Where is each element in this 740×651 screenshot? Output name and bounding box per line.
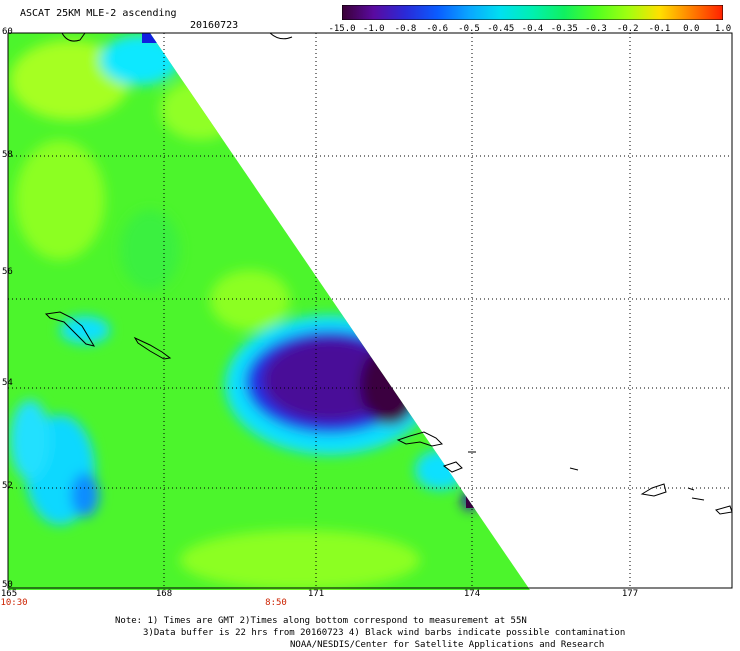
colorbar-tick-label: -0.5 bbox=[458, 24, 480, 34]
colorbar-tick-label: -0.8 bbox=[394, 24, 417, 34]
map-title: ASCAT 25KM MLE-2 ascending bbox=[20, 8, 177, 19]
colorbar-tick-label: -0.6 bbox=[426, 24, 449, 34]
footer-note-1: Note: 1) Times are GMT 2)Times along bot… bbox=[115, 616, 527, 626]
colorbar-tick-label: -0.35 bbox=[550, 24, 578, 34]
colorbar-gradient bbox=[342, 5, 723, 20]
footer-credit: NOAA/NESDIS/Center for Satellite Applica… bbox=[290, 640, 605, 650]
footer-note-2: 3)Data buffer is 22 hrs from 20160723 4)… bbox=[143, 628, 626, 638]
lon-label-171: 171 bbox=[307, 589, 325, 599]
lon-label-177: 177 bbox=[621, 589, 639, 599]
coastlines bbox=[44, 32, 733, 515]
time-label-mid: 8:50 bbox=[265, 598, 287, 608]
colorbar-tick-label: -0.1 bbox=[648, 24, 671, 34]
colorbar-tick-label: -0.45 bbox=[487, 24, 515, 34]
colorbar-tick-label: -1.0 bbox=[362, 24, 385, 34]
lat-label-56: 56 bbox=[2, 267, 13, 277]
lat-label-60: 60 bbox=[2, 27, 13, 37]
swath-map bbox=[7, 32, 733, 590]
lat-label-50: 50 bbox=[2, 580, 13, 590]
map-frame bbox=[7, 32, 733, 589]
swath-field bbox=[8, 33, 530, 590]
colorbar-tick-label: -0.2 bbox=[616, 24, 639, 34]
colorbar-labels: -15.0 -1.0 -0.8 -0.6 -0.5 -0.45 -0.4 -0.35 -0.3-… bbox=[328, 24, 735, 36]
lon-label-165: 165 bbox=[0, 589, 18, 599]
lat-label-54: 54 bbox=[2, 378, 13, 388]
colorbar-tick-label: -0.3 bbox=[585, 24, 607, 34]
map-date: 20160723 bbox=[190, 20, 239, 31]
time-label-left: 10:30 bbox=[0, 598, 28, 608]
colorbar-tick-label: -15.0 bbox=[328, 24, 356, 34]
colorbar-tick-label: -0.4 bbox=[521, 24, 544, 34]
lon-label-168: 168 bbox=[155, 589, 173, 599]
colorbar-tick-label: 1.0 bbox=[714, 24, 732, 34]
colorbar bbox=[342, 5, 723, 20]
lat-label-58: 58 bbox=[2, 150, 13, 160]
colorbar-tick-label: 0.0 bbox=[683, 24, 700, 34]
lat-label-52: 52 bbox=[2, 481, 13, 491]
lon-label-174: 174 bbox=[463, 589, 481, 599]
